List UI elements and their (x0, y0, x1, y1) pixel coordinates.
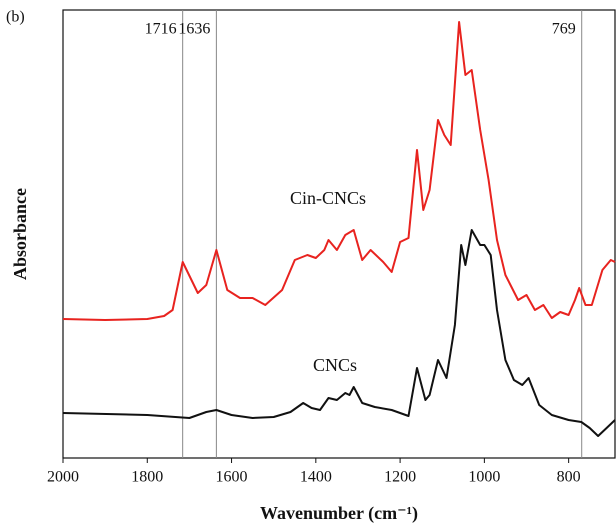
series-line (62, 21, 616, 321)
series-label: Cin-CNCs (290, 188, 366, 208)
x-tick-label: 800 (557, 469, 581, 486)
x-tick-label: 1400 (300, 469, 332, 486)
x-axis-label: Wavenumber (cm⁻¹) (260, 503, 418, 524)
marker-label: 769 (552, 21, 576, 38)
series-line (62, 229, 616, 437)
plot-frame (62, 9, 616, 459)
panel-label: (b) (6, 9, 25, 26)
x-tick-label: 1200 (384, 469, 416, 486)
x-tick-label: 1800 (131, 469, 163, 486)
series-label: CNCs (313, 355, 357, 375)
x-tick-label: 2000 (47, 469, 79, 486)
x-tick-label: 1600 (216, 469, 248, 486)
marker-label: 1716 (145, 21, 177, 38)
marker-label: 1636 (178, 21, 210, 38)
y-axis-label: Absorbance (10, 188, 30, 280)
x-tick-label: 1000 (468, 469, 500, 486)
